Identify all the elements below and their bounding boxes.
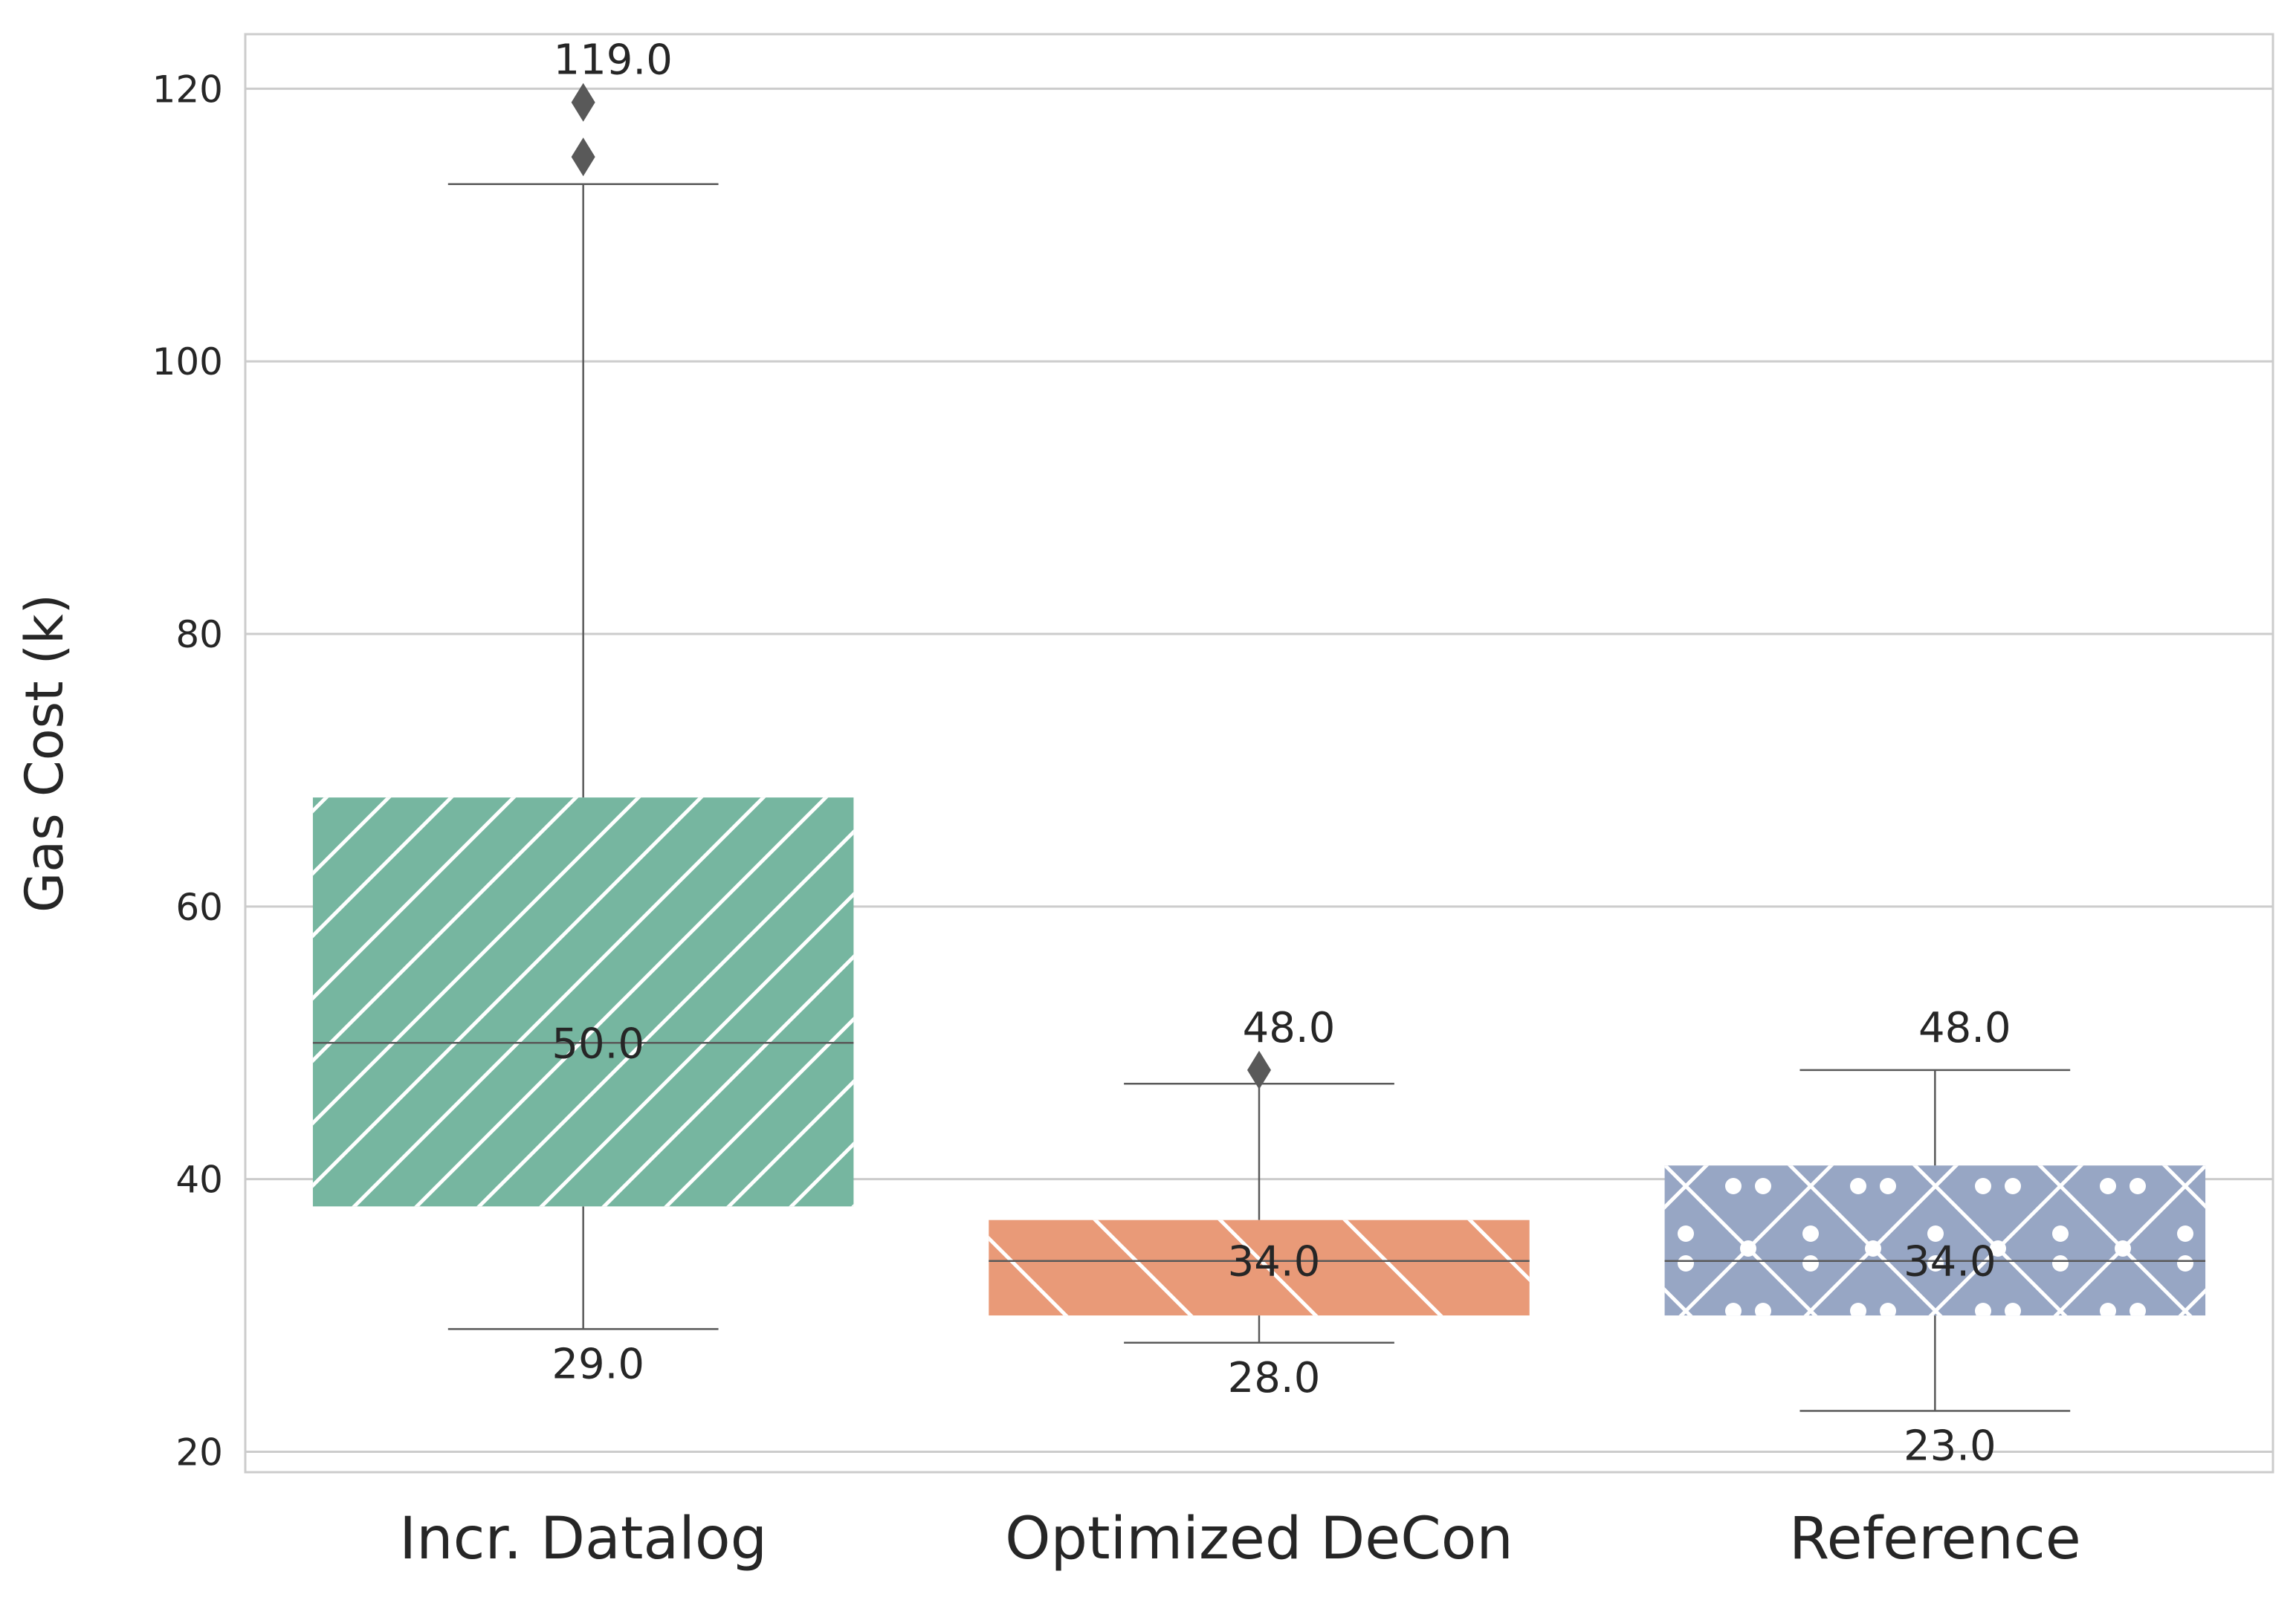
x-category-label-reference: Reference (1789, 1506, 2081, 1573)
box-reference: 48.0 34.0 23.0 (1664, 1004, 2206, 1470)
y-tick-labels: 20 40 60 80 100 120 (152, 68, 223, 1474)
y-tick-label-60: 60 (175, 886, 223, 929)
median-label: 50.0 (552, 1020, 644, 1068)
box-optimized-decon: 48.0 34.0 28.0 (989, 1004, 1530, 1402)
box-hatch (989, 1220, 1530, 1316)
outlier-point (571, 82, 595, 122)
y-tick-label-80: 80 (175, 613, 223, 656)
min-label: 23.0 (1904, 1422, 1996, 1470)
plot-border (244, 33, 2274, 1474)
box-hatch (312, 797, 854, 1207)
y-tick-label-120: 120 (152, 68, 223, 111)
max-label: 48.0 (1243, 1004, 1336, 1052)
x-category-label-optimized-decon: Optimized DeCon (1005, 1506, 1513, 1573)
outlier-point (571, 137, 595, 177)
median-label: 34.0 (1228, 1238, 1321, 1286)
median-label: 34.0 (1904, 1238, 1996, 1286)
y-tick-label-100: 100 (152, 340, 223, 383)
max-label: 119.0 (554, 36, 673, 85)
box-incr-datalog: 119.0 50.0 29.0 (312, 36, 854, 1388)
y-tick-label-20: 20 (175, 1431, 223, 1474)
y-tick-label-40: 40 (175, 1159, 223, 1202)
boxes: 119.0 50.0 29.0 48.0 34.0 28.0 48.0 34.0 23.0 (312, 36, 2206, 1470)
box-hatch (1664, 1165, 2206, 1316)
max-label: 48.0 (1918, 1004, 2011, 1052)
min-label: 28.0 (1228, 1354, 1321, 1402)
plot-frame (244, 33, 2274, 1474)
min-label: 29.0 (552, 1340, 644, 1388)
y-axis-title: Gas Cost (k) (14, 594, 75, 913)
x-category-labels: Incr. Datalog Optimized DeCon Reference (399, 1506, 2081, 1573)
outlier-point (1247, 1050, 1271, 1089)
x-category-label-incr-datalog: Incr. Datalog (399, 1506, 767, 1573)
